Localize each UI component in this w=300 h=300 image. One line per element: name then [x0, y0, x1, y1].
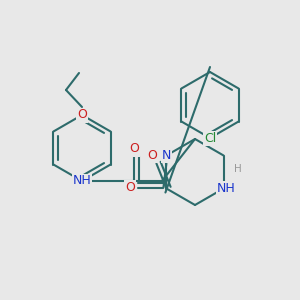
Text: N: N: [162, 149, 171, 162]
Text: O: O: [148, 149, 158, 162]
Text: O: O: [125, 181, 135, 194]
Text: NH: NH: [73, 175, 92, 188]
Text: H: H: [234, 164, 242, 173]
Text: O: O: [129, 142, 139, 155]
Text: NH: NH: [217, 182, 236, 195]
Text: Cl: Cl: [204, 131, 216, 145]
Text: O: O: [77, 109, 87, 122]
